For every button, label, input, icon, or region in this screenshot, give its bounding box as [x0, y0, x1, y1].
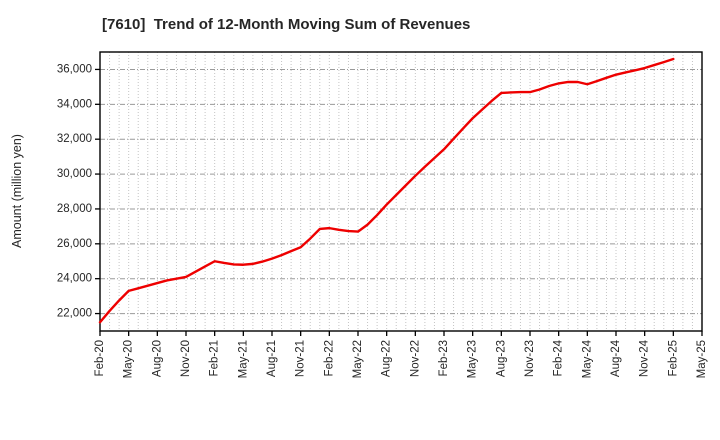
x-tick-label: Aug-24 [610, 339, 622, 377]
x-tick-label: May-24 [581, 339, 593, 378]
x-tick-label: Feb-21 [209, 340, 221, 376]
chart-title: [7610] Trend of 12-Month Moving Sum of R… [102, 16, 471, 33]
x-tick-label: Nov-21 [295, 340, 307, 377]
x-tick-label: Aug-23 [495, 340, 507, 377]
x-tick-label: May-22 [352, 340, 364, 378]
y-tick-label: 22,000 [57, 308, 92, 320]
x-tick-label: Feb-24 [553, 339, 565, 376]
y-tick-label: 28,000 [57, 203, 92, 215]
x-tick-label: Feb-20 [94, 340, 106, 376]
x-tick-label: Feb-23 [438, 340, 450, 376]
x-tick-label: Nov-22 [409, 340, 421, 377]
y-tick-label: 36,000 [57, 63, 92, 75]
x-tick-label: Nov-20 [180, 340, 192, 377]
y-tick-label: 26,000 [57, 238, 92, 250]
plot-border [99, 51, 703, 332]
x-tick-label: Aug-22 [381, 340, 393, 377]
x-tick-label: May-25 [696, 340, 708, 378]
revenue-line [98, 57, 675, 324]
y-tick-label: 24,000 [57, 273, 92, 285]
x-tick-label: May-20 [123, 340, 135, 378]
x-tick-label: Feb-22 [323, 340, 335, 376]
x-tick-label: Nov-24 [639, 339, 651, 377]
x-tick-label: Feb-25 [667, 340, 679, 376]
x-tick-label: May-23 [467, 340, 479, 378]
x-tick-label: Aug-21 [266, 340, 278, 377]
y-tick-label: 34,000 [57, 98, 92, 110]
x-tick-label: Nov-23 [524, 340, 536, 377]
y-tick-label: 32,000 [57, 133, 92, 145]
x-tick-label: May-21 [237, 340, 249, 378]
y-tick-label: 30,000 [57, 168, 92, 180]
x-tick-label: Aug-20 [151, 340, 163, 377]
